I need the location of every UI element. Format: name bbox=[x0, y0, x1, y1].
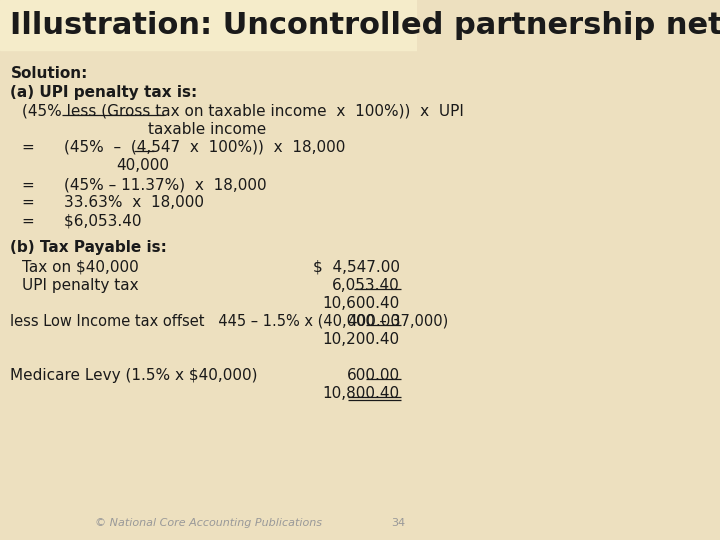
Text: 400.00: 400.00 bbox=[347, 314, 400, 329]
Text: © National Core Accounting Publications: © National Core Accounting Publications bbox=[95, 518, 322, 528]
Text: 34: 34 bbox=[392, 518, 405, 528]
Text: $  4,547.00: $ 4,547.00 bbox=[313, 260, 400, 275]
Text: =      33.63%  x  18,000: = 33.63% x 18,000 bbox=[22, 195, 204, 210]
Text: Tax on $40,000: Tax on $40,000 bbox=[22, 260, 139, 275]
Text: Illustration: Uncontrolled partnership net income: Illustration: Uncontrolled partnership n… bbox=[10, 10, 720, 39]
Text: 600.00: 600.00 bbox=[347, 368, 400, 383]
Bar bbox=[0, 0, 418, 50]
Text: =      (45%  –  (4,547  x  100%))  x  18,000: = (45% – (4,547 x 100%)) x 18,000 bbox=[22, 140, 346, 155]
Text: =      (45% – 11.37%)  x  18,000: = (45% – 11.37%) x 18,000 bbox=[22, 177, 266, 192]
Text: UPI penalty tax: UPI penalty tax bbox=[22, 278, 139, 293]
Text: Solution:: Solution: bbox=[10, 66, 88, 81]
Text: taxable income: taxable income bbox=[148, 122, 266, 137]
Text: 10,800.40: 10,800.40 bbox=[323, 386, 400, 401]
Text: (a) UPI penalty tax is:: (a) UPI penalty tax is: bbox=[10, 85, 198, 100]
Text: less Low Income tax offset   445 – 1.5% x (40,000 – 37,000): less Low Income tax offset 445 – 1.5% x … bbox=[10, 314, 449, 329]
Text: 40,000: 40,000 bbox=[116, 158, 169, 173]
Text: (b) Tax Payable is:: (b) Tax Payable is: bbox=[10, 240, 167, 255]
Text: (45% less (Gross tax on taxable income  x  100%))  x  UPI: (45% less (Gross tax on taxable income x… bbox=[22, 104, 464, 119]
Text: 6,053.40: 6,053.40 bbox=[332, 278, 400, 293]
Text: 10,200.40: 10,200.40 bbox=[323, 332, 400, 347]
Text: =      $6,053.40: = $6,053.40 bbox=[22, 213, 142, 228]
Text: Medicare Levy (1.5% x $40,000): Medicare Levy (1.5% x $40,000) bbox=[10, 368, 258, 383]
Text: 10,600.40: 10,600.40 bbox=[323, 296, 400, 311]
